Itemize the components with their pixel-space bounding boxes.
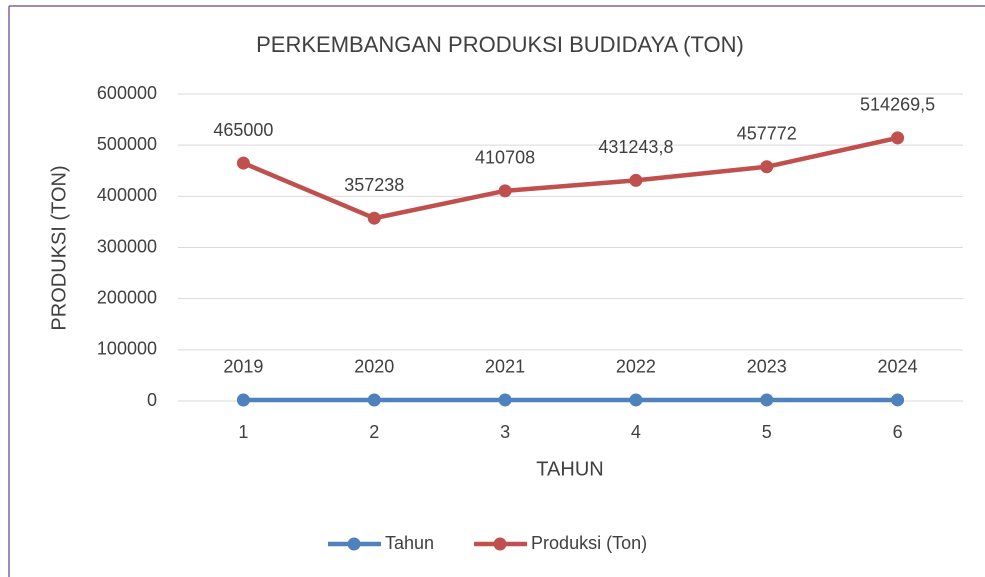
y-tick-label: 400000	[97, 185, 157, 205]
y-tick-label: 200000	[97, 287, 157, 307]
data-label: 2020	[354, 357, 394, 377]
data-point	[760, 160, 774, 174]
legend-label: Produksi (Ton)	[531, 533, 647, 553]
chart-title: PERKEMBANGAN PRODUKSI BUDIDAYA (TON)	[256, 32, 744, 57]
x-tick-label: 4	[631, 422, 641, 442]
data-label: 514269,5	[860, 95, 935, 115]
y-axis-label: PRODUKSI (TON)	[48, 165, 70, 330]
legend-marker	[347, 537, 361, 551]
data-label: 457772	[737, 124, 797, 144]
data-label: 465000	[213, 120, 273, 140]
x-tick-label: 1	[238, 422, 248, 442]
data-point	[236, 156, 250, 170]
data-point	[629, 393, 643, 407]
data-point	[891, 131, 905, 145]
y-tick-label: 0	[147, 390, 157, 410]
y-tick-label: 100000	[97, 339, 157, 359]
y-tick-label: 300000	[97, 236, 157, 256]
data-label: 357238	[344, 175, 404, 195]
x-tick-label: 6	[893, 422, 903, 442]
data-point	[891, 393, 905, 407]
legend-label: Tahun	[385, 533, 434, 553]
data-point	[498, 393, 512, 407]
series-line	[242, 135, 899, 221]
x-tick-label: 2	[369, 422, 379, 442]
x-tick-label: 5	[762, 422, 772, 442]
y-tick-label: 500000	[97, 134, 157, 154]
data-point	[236, 393, 250, 407]
data-label: 2024	[878, 357, 918, 377]
data-label: 2021	[485, 357, 525, 377]
x-axis-label: TAHUN	[536, 458, 603, 480]
data-point	[367, 211, 381, 225]
data-label: 2022	[616, 357, 656, 377]
data-point	[760, 393, 774, 407]
data-label: 2023	[747, 357, 787, 377]
x-tick-label: 3	[500, 422, 510, 442]
data-label: 431243,8	[598, 137, 673, 157]
legend-marker	[493, 537, 507, 551]
data-label: 410708	[475, 148, 535, 168]
data-point	[498, 184, 512, 198]
data-point	[629, 173, 643, 187]
y-tick-label: 600000	[97, 83, 157, 103]
data-label: 2019	[223, 357, 263, 377]
data-point	[367, 393, 381, 407]
